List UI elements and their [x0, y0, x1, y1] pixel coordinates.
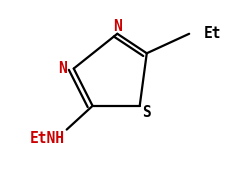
Text: S: S: [142, 105, 151, 120]
Text: N: N: [113, 19, 122, 34]
Text: N: N: [58, 61, 67, 76]
Text: Et: Et: [203, 26, 221, 41]
Text: EtNH: EtNH: [29, 131, 64, 146]
